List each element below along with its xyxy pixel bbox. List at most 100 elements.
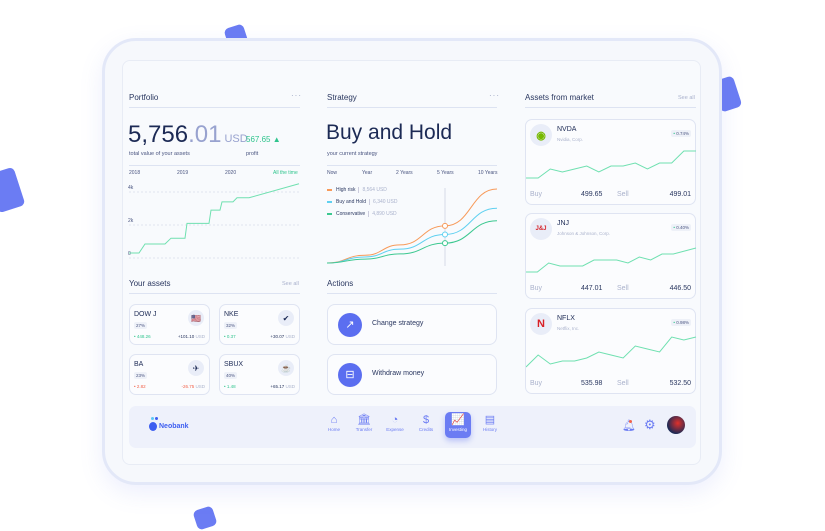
legend-item: Buy and Hold 6,340 USD <box>327 199 398 205</box>
asset-logo-icon: ☕ <box>278 360 294 376</box>
asset-card[interactable]: DOW J 27% 🇺🇸 • 448.26 +101.10 USD <box>129 304 210 345</box>
asset-card[interactable]: NKE 32% ✔ • 0.37 +30.07 USD <box>219 304 300 345</box>
period-2019[interactable]: 2019 <box>177 170 189 176</box>
market-see-all-link[interactable]: See all <box>678 95 695 101</box>
strategy-period[interactable]: Now <box>327 170 338 176</box>
asset-percent: 27% <box>134 322 148 329</box>
strategy-menu-button[interactable]: ··· <box>489 91 500 100</box>
series-point <box>442 231 448 238</box>
asset-change: +101.10 USD <box>177 334 205 339</box>
nav-expense[interactable]: ◔ Expense <box>382 414 408 432</box>
market-sparkline <box>526 150 696 179</box>
nav-history[interactable]: ▤ History <box>477 414 503 432</box>
company-name: Netflix, Inc. <box>557 326 580 331</box>
profit-caption: profit <box>246 151 259 157</box>
nav-label: Home <box>327 427 340 432</box>
sell-label: Sell <box>617 380 629 387</box>
your-assets-see-all-link[interactable]: See all <box>282 281 299 287</box>
portfolio-title: Portfolio <box>129 93 159 102</box>
strategy-period[interactable]: 5 Years <box>437 170 454 176</box>
nav-home[interactable]: ⌂ Home <box>321 414 347 432</box>
market-ticker: NFLX <box>557 315 575 322</box>
asset-percent: 40% <box>224 372 238 379</box>
legend-swatch <box>327 212 332 215</box>
strategy-period[interactable]: Year <box>362 170 373 176</box>
settings-gear-icon[interactable]: ⚙ <box>644 417 656 432</box>
asset-logo-icon: 🇺🇸 <box>188 310 204 326</box>
period-2020[interactable]: 2020 <box>225 170 237 176</box>
sell-label: Sell <box>617 285 629 292</box>
market-sparkline <box>526 247 697 273</box>
strategy-name: Buy and Hold <box>326 121 453 144</box>
buy-price: 447.01 <box>581 285 603 292</box>
asset-ticker: SBUX <box>224 361 244 368</box>
asset-price: • 0.37 <box>224 334 236 339</box>
neobank-logo-icon <box>147 417 159 431</box>
change-strategy-button[interactable]: ↗ Change strategy <box>327 304 497 345</box>
legend-item: Conservative 4,890 USD <box>327 211 397 217</box>
strategy-period[interactable]: 10 Years <box>478 170 498 176</box>
sparkline-line <box>526 150 696 179</box>
legend-swatch <box>327 200 332 203</box>
strategy-title: Strategy <box>327 93 357 102</box>
period-2018[interactable]: 2018 <box>129 170 141 176</box>
y-tick-label: 2k <box>128 218 134 224</box>
series-point <box>442 240 448 247</box>
asset-change: +30.07 USD <box>270 334 295 339</box>
nav-credits[interactable]: $ Credits <box>413 414 439 432</box>
market-change-badge: • 0.98% <box>671 319 691 326</box>
asset-price: • 1.48 <box>224 384 236 389</box>
sparkline-line <box>526 336 697 368</box>
investing-icon: 📈 <box>451 414 465 426</box>
portfolio-menu-button[interactable]: ··· <box>291 91 302 100</box>
series-point <box>442 222 448 229</box>
market-change-badge: • 0.40% <box>671 224 691 231</box>
nav-investing[interactable]: 📈 Investing <box>445 412 471 438</box>
notification-bell-icon[interactable]: 🔔︎ <box>622 420 636 432</box>
market-card[interactable]: N NFLX Netflix, Inc. • 0.98% Buy 535.98 … <box>525 308 697 394</box>
bottom-nav: Neobank ⌂ Home 🏛 Transfer ◔ Expense $ Credits 📈 I… <box>129 406 696 448</box>
buy-price: 535.98 <box>581 380 603 387</box>
market-card[interactable]: J&J JNJ Johnson & Johnson, Corp. • 0.40%… <box>525 213 697 299</box>
company-logo-icon: N <box>530 313 552 335</box>
asset-logo-icon: ✈ <box>188 360 204 376</box>
strategy-chart <box>326 188 498 266</box>
company-name: Nvidia, Corp. <box>557 137 584 142</box>
period-all-time[interactable]: All the time <box>273 170 298 176</box>
wallet-icon: ⊟ <box>338 363 362 387</box>
nav-transfer[interactable]: 🏛 Transfer <box>351 414 377 432</box>
asset-logo-icon: ✔ <box>278 310 294 326</box>
buy-price: 499.65 <box>581 191 603 198</box>
nav-label: Investing <box>448 427 467 432</box>
user-avatar[interactable] <box>667 416 685 434</box>
market-change-badge: • 0.74% <box>671 130 691 137</box>
company-logo-icon: J&J <box>530 218 552 240</box>
expense-icon: ◔ <box>391 414 399 426</box>
strategy-period[interactable]: 2 Years <box>396 170 413 176</box>
history-icon: ▤ <box>484 414 496 426</box>
asset-percent: 32% <box>224 322 238 329</box>
actions-title: Actions <box>327 279 354 288</box>
asset-card[interactable]: BA 23% ✈ • 2.82 -26.75 USD <box>129 354 210 395</box>
nav-label: Expense <box>386 427 404 432</box>
portfolio-line <box>129 183 300 254</box>
series-line <box>326 220 498 264</box>
buy-label: Buy <box>530 191 543 198</box>
company-name: Johnson & Johnson, Corp. <box>557 231 611 236</box>
portfolio-chart: 0 2k 4k <box>128 183 300 259</box>
sell-label: Sell <box>617 191 629 198</box>
decoration <box>0 166 26 214</box>
y-tick-label: 4k <box>128 185 134 191</box>
sell-price: 446.50 <box>669 285 691 292</box>
asset-change: -26.75 USD <box>181 384 205 389</box>
withdraw-money-button[interactable]: ⊟ Withdraw money <box>327 354 497 395</box>
action-label: Withdraw money <box>372 370 425 377</box>
legend-item: High risk 8,564 USD <box>327 187 387 193</box>
nav-label: Credits <box>418 427 434 432</box>
sparkline-line <box>526 247 697 273</box>
asset-ticker: BA <box>134 361 144 368</box>
asset-ticker: NKE <box>224 311 239 318</box>
market-card[interactable]: ◉ NVDA Nvidia, Corp. • 0.74% Buy 499.65 … <box>525 119 696 205</box>
asset-card[interactable]: SBUX 40% ☕ • 1.48 +65.17 USD <box>219 354 300 395</box>
decoration <box>192 505 218 531</box>
